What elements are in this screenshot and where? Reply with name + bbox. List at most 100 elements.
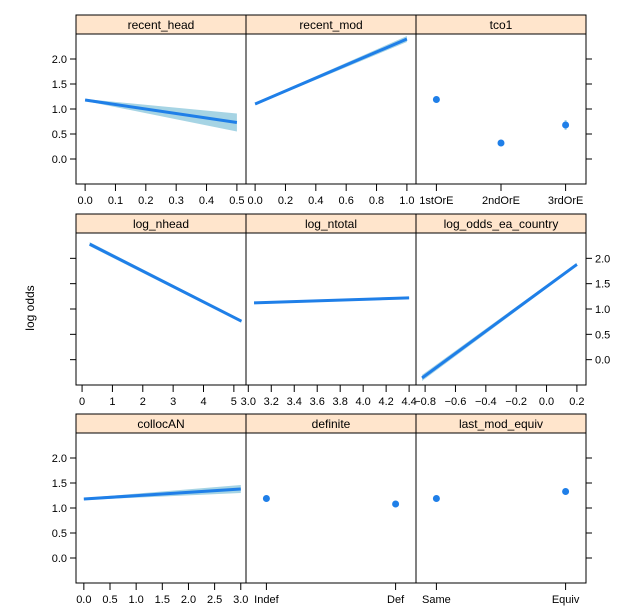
x-tick-label-recent-head-1: 0.1: [108, 195, 123, 207]
y-tick-label-collocan-1: 0.5: [52, 528, 67, 540]
x-tick-label-log-odds-ea-country-2: −0.4: [475, 396, 497, 408]
x-tick-label-recent-mod-3: 0.6: [339, 195, 354, 207]
panel-title-tco1: tco1: [490, 18, 513, 32]
x-tick-label-log-ntotal-2: 3.4: [287, 396, 302, 408]
panel-plot-recent-mod: [254, 36, 408, 106]
y-axis-label: log odds: [23, 285, 37, 330]
x-tick-label-log-odds-ea-country-5: 0.2: [569, 396, 584, 408]
x-tick-label-tco1-1: 2ndOrE: [482, 195, 520, 207]
panel-plot-log-odds-ea-country: [421, 262, 578, 381]
y-tick-label-collocan-2: 1.0: [52, 503, 67, 515]
x-tick-label-collocan-5: 2.5: [207, 594, 222, 606]
y-tick-label-recent-head-2: 1.0: [52, 104, 67, 116]
x-tick-label-recent-head-0: 0.0: [77, 195, 92, 207]
x-tick-label-tco1-0: 1stOrE: [419, 195, 453, 207]
x-tick-label-log-nhead-2: 2: [140, 396, 146, 408]
y-tick-label-log-odds-ea-country-1: 0.5: [595, 329, 610, 341]
x-tick-label-recent-mod-0: 0.0: [247, 195, 262, 207]
y-tick-label-collocan-3: 1.5: [52, 478, 67, 490]
fit-line-recent-mod: [254, 37, 408, 106]
point-definite-1: [392, 500, 400, 508]
x-tick-label-recent-mod-4: 0.8: [369, 195, 384, 207]
panel-border-last-mod-equiv: [415, 432, 587, 584]
panel-plot-tco1: [432, 96, 570, 147]
x-tick-label-log-ntotal-6: 4.2: [378, 396, 393, 408]
x-tick-label-log-nhead-1: 1: [109, 396, 115, 408]
x-tick-label-collocan-4: 2.0: [181, 594, 196, 606]
panel-title-recent-head: recent_head: [128, 18, 195, 32]
fit-line-log-nhead: [88, 242, 243, 323]
y-tick-label-log-odds-ea-country-3: 1.5: [595, 279, 610, 291]
panel-title-last-mod-equiv: last_mod_equiv: [459, 417, 543, 431]
panel-title-collocan: collocAN: [137, 417, 184, 431]
panel-plot-last-mod-equiv: [432, 488, 570, 502]
panel-title-definite: definite: [312, 417, 351, 431]
y-tick-label-recent-head-0: 0.0: [52, 154, 67, 166]
panel-border-tco1: [415, 33, 587, 185]
point-tco1-2: [562, 121, 570, 129]
x-tick-label-tco1-2: 3rdOrE: [548, 195, 583, 207]
x-tick-label-recent-mod-1: 0.2: [278, 195, 293, 207]
x-tick-label-recent-head-4: 0.4: [199, 195, 214, 207]
y-tick-label-recent-head-1: 0.5: [52, 129, 67, 141]
x-tick-label-definite-1: Def: [387, 594, 405, 606]
x-tick-label-last-mod-equiv-0: Same: [422, 594, 451, 606]
y-tick-label-log-odds-ea-country-2: 1.0: [595, 304, 610, 316]
panel-border-recent-mod: [245, 33, 417, 185]
point-tco1-0: [432, 96, 440, 103]
x-tick-label-last-mod-equiv-1: Equiv: [552, 594, 580, 606]
panel-border-collocan: [75, 432, 247, 584]
x-tick-label-log-ntotal-3: 3.6: [310, 396, 325, 408]
panel-title-log-nhead: log_nhead: [133, 217, 189, 231]
x-tick-label-log-nhead-3: 3: [170, 396, 176, 408]
fit-line-log-odds-ea-country: [421, 263, 578, 380]
y-tick-label-collocan-0: 0.0: [52, 553, 67, 565]
x-tick-label-definite-0: Indef: [254, 594, 279, 606]
point-last-mod-equiv-0: [432, 495, 440, 502]
x-tick-label-recent-head-3: 0.3: [169, 195, 184, 207]
x-tick-label-log-ntotal-7: 4.4: [401, 396, 416, 408]
x-tick-label-collocan-0: 0.0: [76, 594, 91, 606]
x-tick-label-log-ntotal-4: 3.8: [333, 396, 348, 408]
x-tick-label-recent-mod-5: 1.0: [399, 195, 414, 207]
x-tick-label-collocan-6: 3.0: [233, 594, 248, 606]
panel-plot-log-nhead: [88, 242, 243, 323]
y-tick-label-recent-head-4: 2.0: [52, 54, 67, 66]
x-tick-label-log-odds-ea-country-0: −0.8: [414, 396, 436, 408]
x-tick-label-recent-head-5: 0.5: [229, 195, 244, 207]
panel-border-log-ntotal: [245, 232, 417, 386]
fit-line-recent-head: [84, 98, 238, 124]
x-tick-label-recent-head-2: 0.2: [138, 195, 153, 207]
y-tick-label-recent-head-3: 1.5: [52, 79, 67, 91]
panel-plot-definite: [262, 495, 400, 508]
y-tick-label-log-odds-ea-country-0: 0.0: [595, 355, 610, 367]
x-tick-label-log-nhead-0: 0: [79, 396, 85, 408]
y-tick-label-log-odds-ea-country-4: 2.0: [595, 253, 610, 265]
x-tick-label-log-ntotal-5: 4.0: [356, 396, 371, 408]
x-tick-label-collocan-2: 1.0: [129, 594, 144, 606]
panel-title-log-ntotal: log_ntotal: [305, 217, 357, 231]
x-tick-label-log-odds-ea-country-4: 0.0: [539, 396, 554, 408]
x-tick-label-log-odds-ea-country-1: −0.6: [445, 396, 467, 408]
point-tco1-1: [497, 139, 505, 147]
panel-title-log-odds-ea-country: log_odds_ea_country: [444, 217, 559, 231]
panel-border-definite: [245, 432, 417, 584]
x-tick-label-log-odds-ea-country-3: −0.2: [505, 396, 527, 408]
x-tick-label-collocan-3: 1.5: [155, 594, 170, 606]
x-tick-label-log-ntotal-1: 3.2: [264, 396, 279, 408]
point-last-mod-equiv-1: [562, 488, 570, 495]
point-definite-0: [262, 495, 270, 502]
panel-plot-collocan: [83, 485, 241, 501]
x-tick-label-log-ntotal-0: 3.0: [241, 396, 256, 408]
panel-title-recent-mod: recent_mod: [299, 18, 362, 32]
fit-line-log-ntotal: [253, 296, 410, 305]
y-tick-label-collocan-4: 2.0: [52, 453, 67, 465]
x-tick-label-collocan-1: 0.5: [102, 594, 117, 606]
fit-line-collocan: [83, 487, 241, 501]
x-tick-label-log-nhead-5: 5: [231, 396, 237, 408]
panel-plot-recent-head: [84, 98, 238, 132]
x-tick-label-recent-mod-2: 0.4: [308, 195, 323, 207]
x-tick-label-log-nhead-4: 4: [200, 396, 206, 408]
panel-plot-log-ntotal: [253, 296, 410, 305]
